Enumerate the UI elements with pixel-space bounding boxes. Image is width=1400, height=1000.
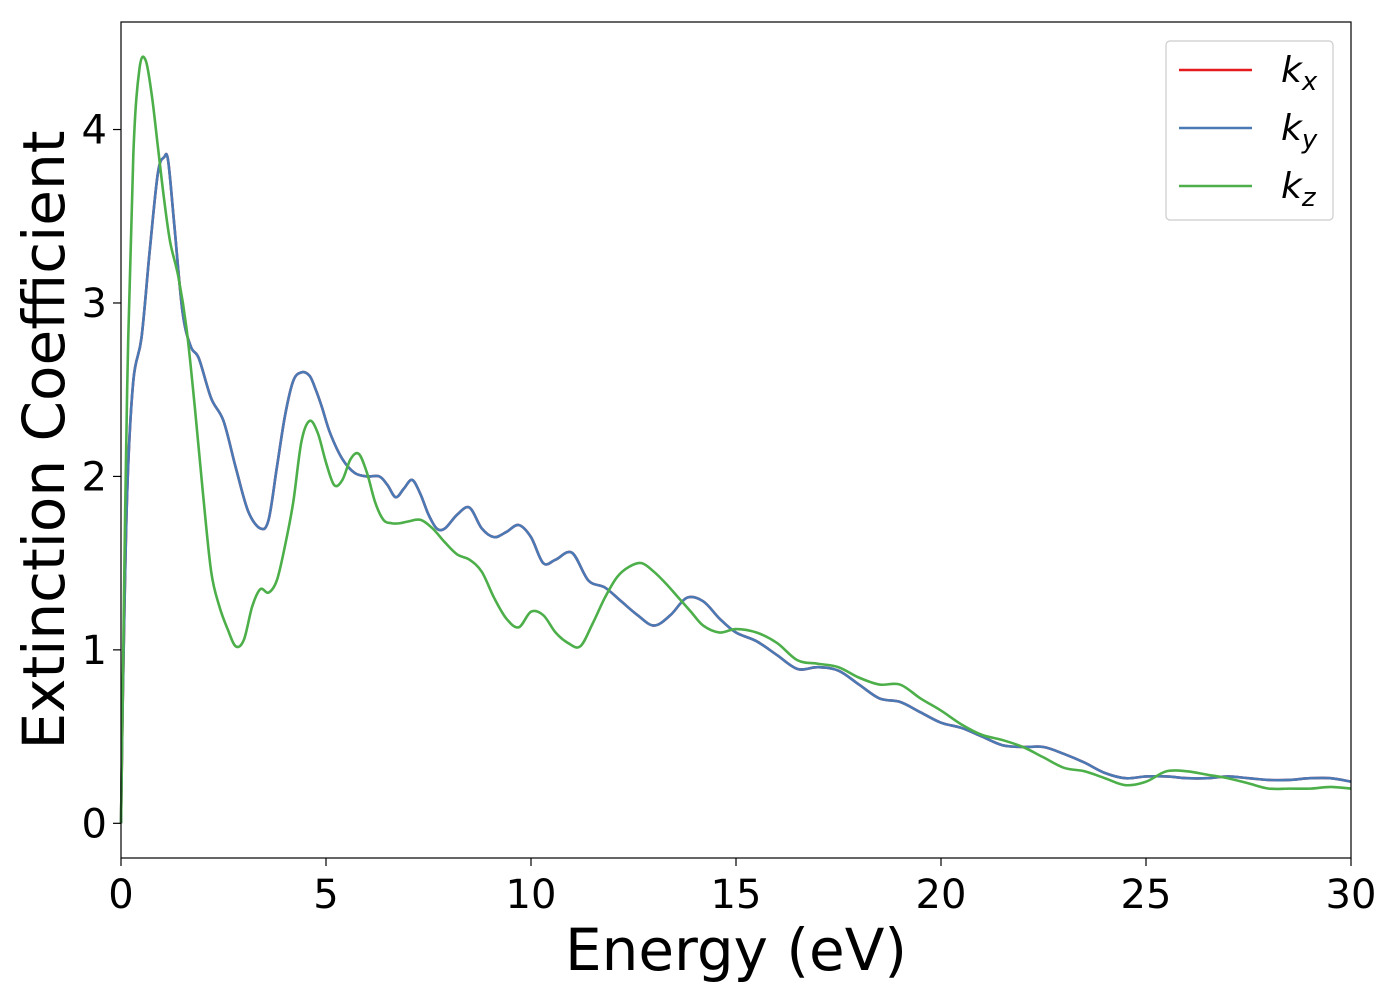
y-tick-label: 3 bbox=[82, 281, 107, 327]
legend-box bbox=[1165, 40, 1334, 221]
y-axis-title: Extinction Coefficient bbox=[10, 131, 78, 750]
y-tick-label: 2 bbox=[82, 454, 107, 500]
y-axis: 0 1 2 3 4 bbox=[82, 108, 121, 847]
x-tick-label: 10 bbox=[506, 872, 557, 918]
x-tick-label: 15 bbox=[711, 872, 762, 918]
y-tick-label: 4 bbox=[82, 108, 107, 154]
series-line-z bbox=[119, 55, 1352, 824]
plot-lines bbox=[119, 55, 1352, 824]
legend: kx ky kz bbox=[1165, 40, 1334, 221]
legend-label-z: kz bbox=[1281, 166, 1317, 213]
y-tick-label: 0 bbox=[82, 801, 107, 847]
series-line-x bbox=[119, 152, 1352, 824]
x-axis-title: Energy (eV) bbox=[565, 916, 907, 984]
legend-label-x: kx bbox=[1281, 50, 1318, 97]
x-tick-label: 0 bbox=[108, 872, 133, 918]
x-tick-label: 5 bbox=[313, 872, 338, 918]
legend-label-y: ky bbox=[1281, 108, 1318, 155]
x-tick-label: 20 bbox=[916, 872, 967, 918]
series-line-y bbox=[119, 152, 1352, 824]
y-tick-label: 1 bbox=[82, 628, 107, 674]
x-axis: 0 5 10 15 20 25 30 bbox=[108, 858, 1376, 918]
x-tick-label: 25 bbox=[1121, 872, 1172, 918]
x-tick-label: 30 bbox=[1326, 872, 1377, 918]
